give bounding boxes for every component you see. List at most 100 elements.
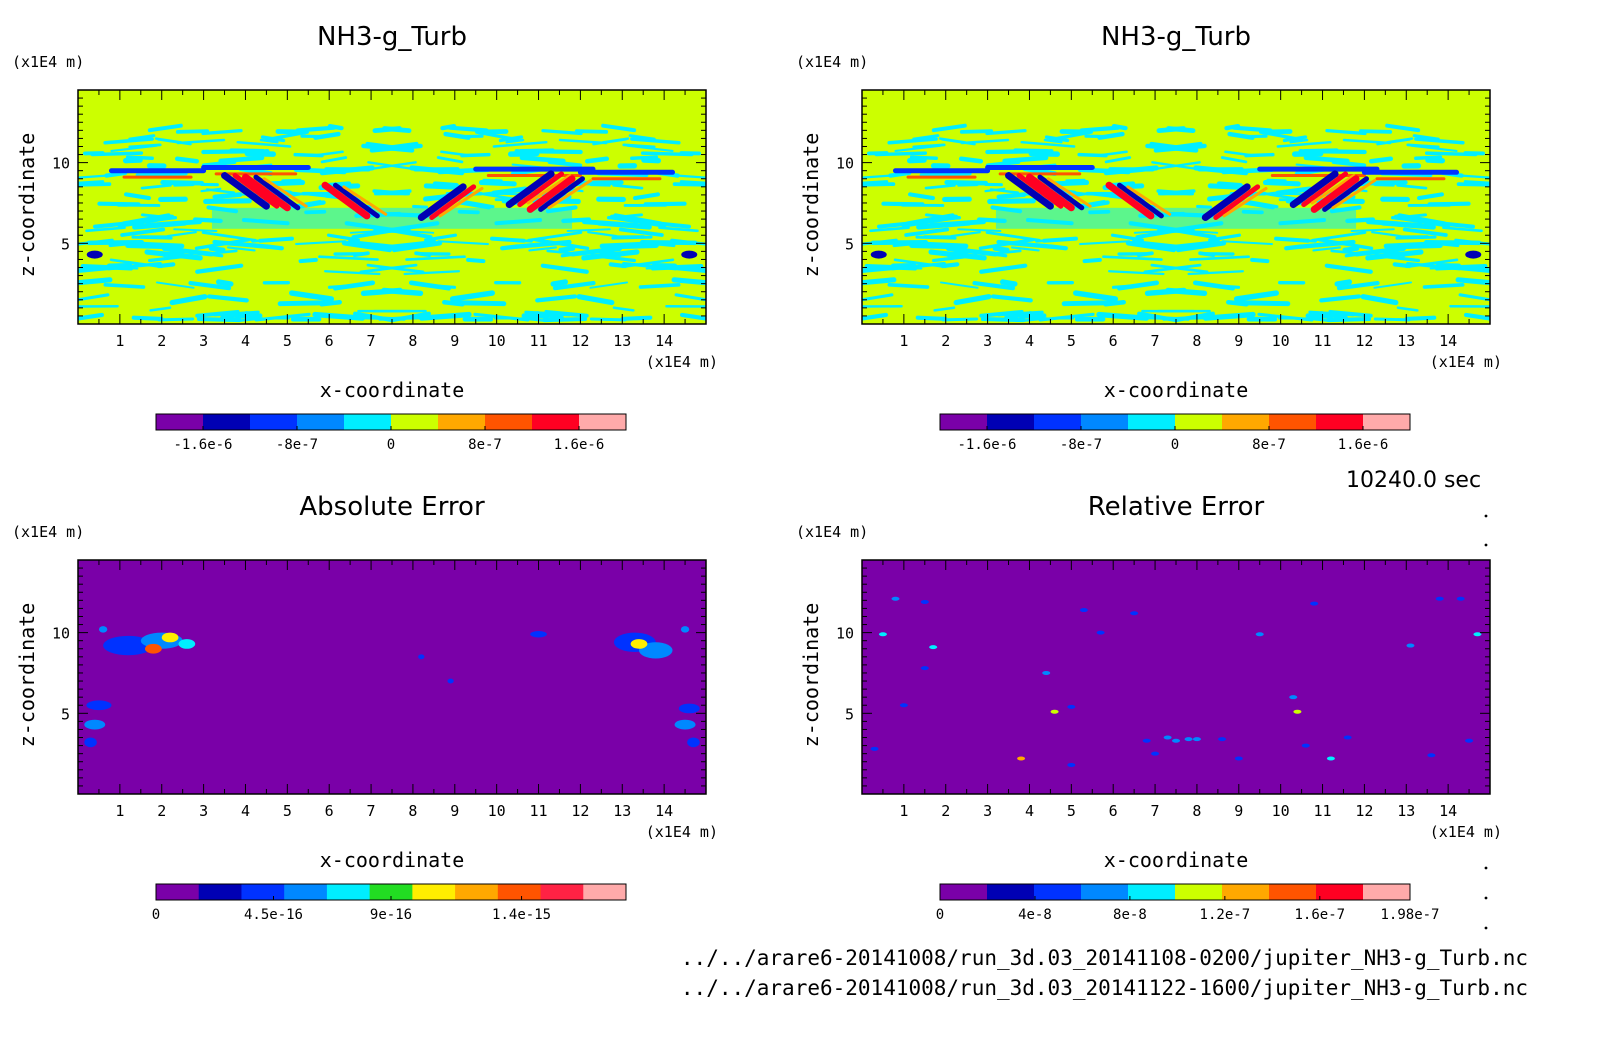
colorbar-swatch (297, 414, 345, 430)
chart-title: NH3-g_Turb (1101, 22, 1251, 52)
colorbar-swatch (987, 414, 1035, 430)
colorbar-tick-label: 9e-16 (370, 907, 412, 923)
x-tick-label: 8 (408, 332, 417, 350)
margin-dot (1484, 896, 1488, 900)
x-tick-label: 6 (1109, 802, 1118, 820)
colorbar-tick-label: 1.6e-6 (1338, 437, 1389, 453)
heatmap-background (862, 560, 1490, 794)
x-unit-label: (x1E4 m) (1430, 823, 1502, 841)
x-tick-label: 9 (1234, 802, 1243, 820)
x-tick-label: 7 (1151, 332, 1160, 350)
colorbar-tick-label: 1.6e-7 (1295, 907, 1346, 923)
y-axis-label: z-coordinate (15, 603, 39, 748)
x-tick-label: 12 (1355, 802, 1373, 820)
colorbar-swatch (1175, 884, 1223, 900)
x-tick-label: 6 (325, 332, 334, 350)
footer-file-2: ../../arare6-20141008/run_3d.03_20141122… (680, 976, 1528, 1000)
colorbar-swatch (940, 414, 988, 430)
x-tick-label: 8 (1192, 802, 1201, 820)
colorbar-swatch (532, 414, 580, 430)
x-tick-label: 10 (1272, 802, 1290, 820)
margin-dot (1484, 514, 1488, 518)
colorbar-swatch (1175, 414, 1223, 430)
y-unit-label: (x1E4 m) (796, 523, 868, 541)
colorbar-swatch (1222, 414, 1270, 430)
x-unit-label: (x1E4 m) (646, 353, 718, 371)
colorbar-tick-label: 0 (152, 907, 160, 923)
colorbar-swatch (579, 414, 627, 430)
colorbar-tick-label: 1.98e-7 (1380, 907, 1439, 923)
y-axis-label: z-coordinate (799, 603, 823, 748)
colorbar-swatch (344, 414, 392, 430)
colorbar-swatch (583, 884, 627, 900)
x-tick-label: 12 (1355, 332, 1373, 350)
y-axis-label: z-coordinate (15, 133, 39, 278)
y-unit-label: (x1E4 m) (796, 53, 868, 71)
colorbar-swatch (1316, 884, 1364, 900)
x-axis-label: x-coordinate (320, 378, 465, 402)
x-tick-label: 2 (941, 332, 950, 350)
x-tick-label: 7 (1151, 802, 1160, 820)
heatmap-background (78, 560, 706, 794)
colorbar-swatch (1128, 414, 1176, 430)
chart-title: NH3-g_Turb (317, 22, 467, 52)
x-tick-label: 5 (283, 332, 292, 350)
y-tick-label: 5 (61, 235, 70, 253)
x-tick-label: 3 (983, 802, 992, 820)
colorbar: 0 4.5e-16 9e-16 1.4e-15 (152, 883, 627, 923)
colorbar-swatch (326, 884, 371, 900)
colorbar-tick-label: 4.5e-16 (244, 907, 303, 923)
chart-title: Relative Error (1088, 492, 1265, 522)
x-tick-label: 13 (1397, 802, 1415, 820)
colorbar-tick-label: 0 (387, 437, 395, 453)
x-tick-label: 10 (488, 802, 506, 820)
x-tick-label: 8 (1192, 332, 1201, 350)
colorbar-swatch (987, 884, 1035, 900)
colorbar-swatch (1316, 414, 1364, 430)
x-tick-label: 13 (613, 332, 631, 350)
colorbar-tick-label: -1.6e-6 (957, 437, 1016, 453)
colorbar-swatch (1081, 884, 1129, 900)
colorbar: 0 4e-8 8e-8 1.2e-7 1.6e-7 1.98e-7 (936, 883, 1440, 923)
x-tick-label: 11 (1314, 332, 1332, 350)
colorbar: -1.6e-6 -8e-7 0 8e-7 1.6e-6 (155, 413, 627, 453)
x-tick-label: 4 (1025, 802, 1034, 820)
colorbar-swatch (198, 884, 242, 900)
x-tick-label: 12 (571, 802, 589, 820)
colorbar-swatch (1269, 414, 1317, 430)
x-tick-label: 14 (655, 802, 673, 820)
x-tick-label: 3 (199, 332, 208, 350)
x-tick-label: 12 (571, 332, 589, 350)
footer-file-1: ../../arare6-20141008/run_3d.03_20141108… (680, 946, 1528, 970)
x-unit-label: (x1E4 m) (646, 823, 718, 841)
y-tick-label: 10 (52, 625, 70, 643)
colorbar-tick-label: 8e-7 (468, 437, 502, 453)
colorbar-swatch (1363, 414, 1411, 430)
colorbar-tick-label: 4e-8 (1018, 907, 1052, 923)
y-unit-label: (x1E4 m) (12, 523, 84, 541)
x-tick-label: 9 (450, 332, 459, 350)
x-tick-label: 1 (899, 802, 908, 820)
margin-dot (1484, 926, 1488, 930)
colorbar-swatch (203, 414, 251, 430)
x-unit-label: (x1E4 m) (1430, 353, 1502, 371)
x-tick-label: 9 (1234, 332, 1243, 350)
x-tick-label: 13 (1397, 332, 1415, 350)
x-tick-label: 9 (450, 802, 459, 820)
colorbar-swatch (455, 884, 499, 900)
colorbar-swatch (940, 884, 988, 900)
x-axis-label: x-coordinate (1104, 848, 1249, 872)
colorbar-tick-label: 0 (1171, 437, 1179, 453)
y-tick-label: 10 (836, 155, 854, 173)
y-tick-label: 5 (61, 705, 70, 723)
x-tick-label: 1 (115, 802, 124, 820)
y-unit-label: (x1E4 m) (12, 53, 84, 71)
colorbar-swatch (412, 884, 456, 900)
colorbar-swatch (1222, 884, 1270, 900)
colorbar-swatch (241, 884, 285, 900)
x-tick-label: 8 (408, 802, 417, 820)
colorbar-tick-label: 1.4e-15 (492, 907, 551, 923)
